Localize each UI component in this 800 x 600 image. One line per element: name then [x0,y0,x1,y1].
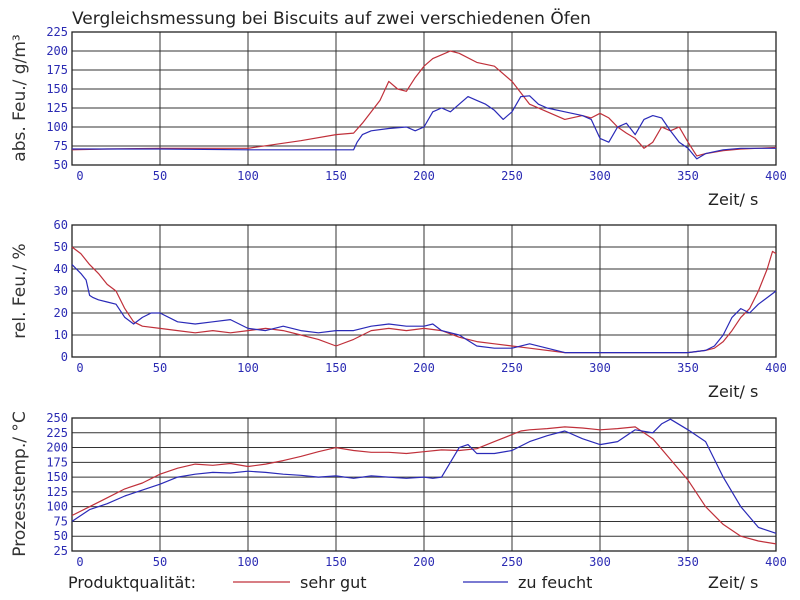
y-tick-label: 150 [46,82,68,96]
y-tick-label: 175 [46,63,68,77]
x-tick-label: 200 [413,555,435,569]
x-tick-label: 150 [325,169,347,183]
x-tick-label: 400 [765,555,787,569]
y-tick-label: 10 [54,328,68,342]
x-tick-label: 250 [501,169,523,183]
y-axis-label: Prozesstemp./ °C [10,411,30,556]
legend-entry-sehr-gut: sehr gut [300,573,367,592]
y-tick-label: 30 [54,284,68,298]
panel-relative-humidity: 0 10 20 30 40 50 60 0 50 100 150 200 250 300 350 400 Zei… [10,218,787,401]
y-tick-label: 150 [46,470,68,484]
x-tick-label: 350 [677,169,699,183]
legend-label: Produktqualität: [68,573,196,592]
y-tick-label: 100 [46,500,68,514]
y-tick-label: 50 [54,529,68,543]
x-tick-label: 100 [237,169,259,183]
x-tick-label: 250 [501,555,523,569]
x-tick-label: 50 [153,361,167,375]
series-line-zu-feucht [71,418,777,534]
x-tick-label: 200 [413,361,435,375]
y-tick-label: 200 [46,441,68,455]
x-tick-label: 0 [76,169,83,183]
x-tick-label: 200 [413,169,435,183]
y-tick-label: 40 [54,262,68,276]
series-line-zu-feucht [72,95,776,160]
x-tick-label: 100 [237,555,259,569]
y-tick-label: 50 [54,240,68,254]
x-tick-label: 100 [237,361,259,375]
y-tick-label: 225 [46,426,68,440]
y-tick-label: 0 [61,350,68,364]
x-tick-label: 300 [589,169,611,183]
y-tick-label: 125 [46,485,68,499]
y-tick-label: 60 [54,218,68,232]
x-axis-label: Zeit/ s [708,382,758,401]
y-tick-label: 50 [54,158,68,172]
chart-title: Vergleichsmessung bei Biscuits auf zwei … [72,7,591,29]
x-tick-label: 150 [325,361,347,375]
legend: Produktqualität: sehr gut zu feucht [68,573,592,592]
x-tick-label: 300 [589,555,611,569]
legend-entry-zu-feucht: zu feucht [518,573,592,592]
y-tick-label: 175 [46,455,68,469]
y-tick-label: 100 [46,120,68,134]
y-axis-label: rel. Feu./ % [10,243,30,338]
x-tick-label: 400 [765,169,787,183]
panel-absolute-humidity: 50 75 100 125 150 175 200 225 0 50 100 150 200 250 300… [10,25,787,209]
y-axis-label: abs. Feu./ g/m³ [10,34,30,161]
x-tick-label: 250 [501,361,523,375]
series-line-sehr-gut [71,426,777,545]
y-tick-label: 20 [54,306,68,320]
x-tick-label: 350 [677,555,699,569]
y-tick-label: 75 [54,514,68,528]
series-line-sehr-gut [71,246,777,354]
x-tick-label: 300 [589,361,611,375]
x-axis-label: Zeit/ s [708,190,758,209]
x-tick-label: 0 [76,361,83,375]
x-tick-label: 350 [677,361,699,375]
x-tick-label: 400 [765,361,787,375]
x-tick-label: 50 [153,169,167,183]
y-tick-label: 250 [46,411,68,425]
series-line-zu-feucht [71,264,777,354]
y-tick-label: 25 [54,544,68,558]
x-tick-label: 0 [76,555,83,569]
y-tick-label: 125 [46,101,68,115]
y-tick-label: 200 [46,44,68,58]
y-tick-label: 225 [46,25,68,39]
x-tick-label: 50 [153,555,167,569]
x-tick-label: 150 [325,555,347,569]
x-axis-label: Zeit/ s [708,573,758,592]
plot-frame [71,31,777,166]
y-tick-label: 75 [54,139,68,153]
plot-frame [71,417,777,552]
